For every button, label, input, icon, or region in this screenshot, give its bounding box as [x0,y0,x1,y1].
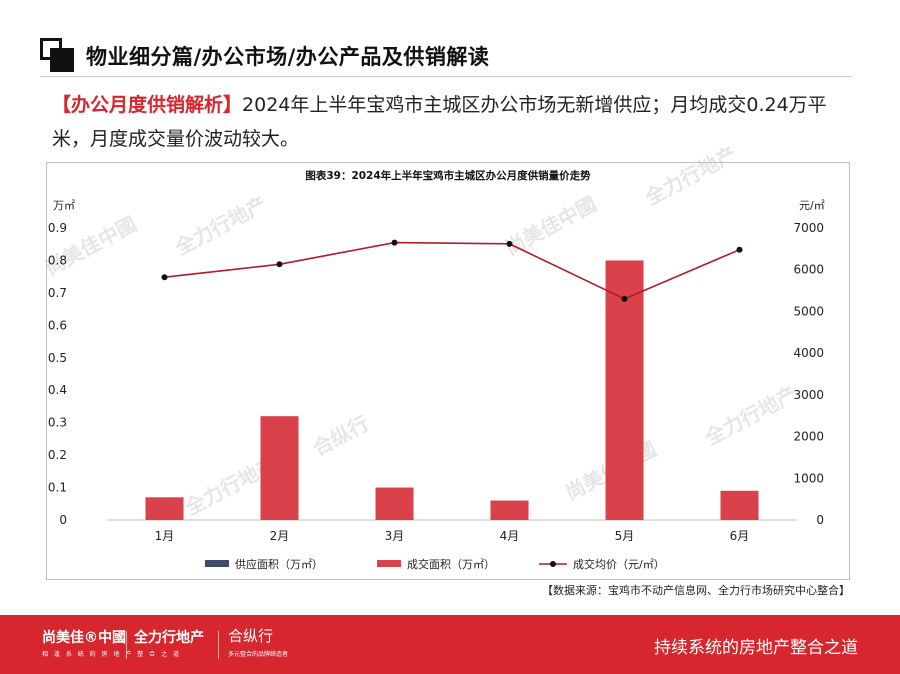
point-avg-price [161,274,168,281]
line-avg-price [164,241,740,300]
x-tick-label: 6月 [730,529,750,543]
x-tick-label: 1月 [155,529,175,543]
right-axis-unit: 元/㎡ [799,199,825,212]
bar-deal-area [490,500,529,520]
y-left-tick-label: 0.2 [48,448,67,462]
x-tick-label: 4月 [500,529,520,543]
brand-subtitle: 多元整合的品牌缔造者 [228,651,289,658]
footer-divider [218,631,219,659]
x-tick-label: 3月 [385,529,405,543]
bar-deal-area [375,487,414,520]
bar-deal-area [145,497,184,520]
legend-marker-price [550,561,556,567]
point-avg-price [506,240,513,247]
y-left-tick-label: 0.5 [48,351,67,365]
y-left-tick-label: 0.8 [48,253,67,267]
brand-subtitle: 相 逢 系 统 的 房 地 产 整 合 之 道 [42,651,181,658]
summary-body: 2024年上半年宝鸡市主城区办公市场无新增供应；月均成交0.24万平米，月度成交… [52,94,827,150]
footer-divider [126,631,127,659]
y-left-tick-label: 0.3 [48,416,67,430]
bar-deal-area [720,490,759,520]
y-left-tick-label: 0.7 [48,286,67,300]
y-right-tick-label: 1000 [793,471,824,485]
logo-icon [40,38,74,72]
legend-swatch-supply [205,560,229,567]
legend-swatch-deal [377,560,401,567]
data-source: 【数据来源：宝鸡市不动产信息网、全力行市场研究中心整合】 [542,584,850,597]
footer-slogan: 持续系统的房地产整合之道 [654,638,858,658]
point-avg-price [621,295,628,302]
point-avg-price [391,239,398,246]
y-right-tick-label: 5000 [793,304,824,318]
point-avg-price [276,261,283,268]
legend-label-deal: 成交面积（万㎡） [407,557,495,571]
y-right-tick-label: 4000 [793,346,824,360]
brand-logo-shangmeijia: 尚美佳®中國 [42,630,126,646]
bar-deal-area [260,416,299,520]
legend-label-price: 成交均价（元/㎡） [573,557,665,571]
y-right-tick-label: 3000 [793,388,824,402]
brand-logo-hezongxing: 合纵行 [228,627,274,645]
page-title: 物业细分篇/办公市场/办公产品及供销解读 [86,45,490,69]
bar-deal-area [605,260,644,520]
y-right-tick-label: 2000 [793,430,824,444]
point-avg-price [736,246,743,253]
y-left-tick-label: 0.9 [48,221,67,235]
chart-title: 图表39：2024年上半年宝鸡市主城区办公月度供销量价走势 [305,169,591,182]
y-left-tick-label: 0.4 [48,383,67,397]
x-tick-label: 5月 [615,529,635,543]
y-right-tick-label: 7000 [793,221,824,235]
y-right-tick-label: 0 [816,513,824,527]
brand-logo-quanlixing: 全力行地产 [134,630,204,646]
y-left-tick-label: 0 [59,513,67,527]
y-left-tick-label: 0.1 [48,481,67,495]
summary-tag: 【办公月度供销解析】 [52,94,243,116]
summary-text: 【办公月度供销解析】2024年上半年宝鸡市主城区办公市场无新增供应；月均成交0.… [52,88,852,156]
chart-panel: 图表39：2024年上半年宝鸡市主城区办公月度供销量价走势万㎡ 元/㎡ 0 0.1 0.… [46,162,850,580]
title-divider [40,76,852,77]
y-left-tick-label: 0.6 [48,318,67,332]
legend-label-supply: 供应面积（万㎡） [235,557,323,571]
footer-bar: 尚美佳®中國 相 逢 系 统 的 房 地 产 整 合 之 道 全力行地产 合纵行… [0,615,900,674]
x-tick-label: 2月 [270,529,290,543]
y-right-tick-label: 6000 [793,263,824,277]
left-axis-unit: 万㎡ [53,199,75,212]
